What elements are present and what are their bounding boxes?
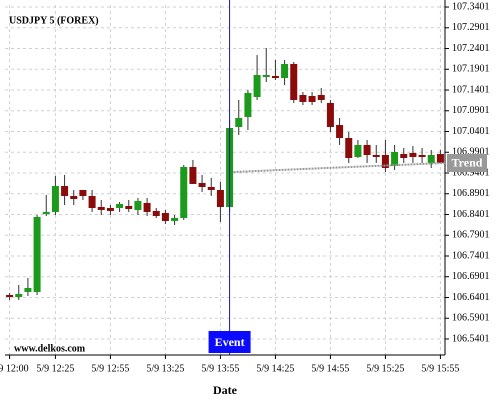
y-tick-label: 107.0401	[452, 126, 490, 137]
candle-body	[15, 293, 23, 297]
candle-body	[244, 92, 252, 117]
candle-body	[152, 210, 160, 216]
candle-body	[253, 75, 261, 97]
x-tick-label: 5/9 15:25	[366, 363, 404, 374]
candle-body	[345, 137, 353, 158]
y-tick-label: 106.7401	[452, 250, 490, 261]
candle-body	[391, 151, 399, 166]
x-tick-label: 5/9 12:00	[0, 363, 29, 374]
x-tick-label: 5/9 12:55	[91, 363, 129, 374]
candle-body	[317, 95, 325, 100]
candle-body	[161, 212, 169, 221]
candle-body	[271, 75, 279, 78]
candle-body	[372, 155, 380, 157]
trend-box	[447, 153, 487, 172]
candle-body	[216, 189, 224, 207]
x-tick-label: 5/9 15:55	[421, 363, 459, 374]
candle-body	[418, 155, 426, 157]
candle-body	[436, 153, 444, 163]
y-tick-label: 106.6401	[452, 292, 490, 303]
chart-title: USDJPY 5 (FOREX)	[9, 15, 99, 26]
x-tick-label: 5/9 13:55	[201, 363, 239, 374]
candle-body	[354, 145, 362, 157]
y-tick-label: 106.6901	[452, 271, 490, 282]
x-tick-label: 5/9 12:25	[36, 363, 74, 374]
candle-body	[336, 125, 344, 138]
event-box	[208, 331, 251, 353]
trend-label: Trend	[452, 156, 483, 170]
y-tick-label: 106.9901	[452, 147, 490, 158]
candle-body	[290, 63, 298, 100]
candle-body	[308, 95, 316, 102]
candle-body	[262, 75, 270, 77]
candle-body	[409, 152, 417, 157]
candle-body	[51, 185, 59, 212]
y-tick-label: 107.2901	[452, 22, 490, 33]
y-tick-label: 106.5901	[452, 313, 490, 324]
watermark: www.delkos.com	[14, 343, 86, 354]
candle-body	[125, 205, 133, 209]
candle-body	[381, 155, 389, 168]
candle-body	[363, 145, 371, 155]
x-tick-label: 5/9 14:55	[311, 363, 349, 374]
candle-body	[171, 217, 179, 221]
candle-body	[33, 216, 41, 292]
y-tick-label: 106.7901	[452, 230, 490, 241]
y-tick-label: 106.9401	[452, 167, 490, 178]
candle-body	[61, 185, 69, 196]
candle-body	[180, 166, 188, 218]
candle-body	[79, 189, 87, 196]
candle-body	[326, 102, 334, 127]
y-tick-label: 106.8901	[452, 188, 490, 199]
y-tick-label: 107.2401	[452, 43, 490, 54]
y-tick-label: 107.3401	[452, 1, 490, 12]
candle-body	[97, 206, 105, 210]
candle-body	[400, 153, 408, 158]
y-tick-label: 107.1401	[452, 84, 490, 95]
x-tick-label: 5/9 13:25	[146, 363, 184, 374]
candle-body	[299, 95, 307, 102]
y-tick-label: 107.1901	[452, 64, 490, 75]
y-tick-label: 106.5401	[452, 333, 490, 344]
candle-body	[235, 117, 243, 127]
candle-body	[70, 195, 78, 199]
candle-body	[427, 155, 435, 163]
candle-body	[134, 200, 142, 210]
candle-body	[207, 186, 215, 190]
event-label: Event	[215, 335, 245, 349]
candle-body	[189, 166, 197, 184]
candle-body	[6, 295, 14, 297]
y-tick-label: 106.8401	[452, 209, 490, 220]
x-axis-label: Date	[213, 383, 238, 397]
candle-body	[42, 211, 50, 214]
candle-body	[24, 287, 32, 292]
x-tick-label: 5/9 14:25	[256, 363, 294, 374]
y-tick-label: 107.0901	[452, 105, 490, 116]
trend-line	[233, 161, 446, 173]
candle-body	[116, 203, 124, 208]
candle-body	[281, 63, 289, 78]
candle-body	[106, 207, 114, 211]
candle-body	[143, 202, 151, 212]
candle-body	[198, 182, 206, 187]
candle-body	[88, 195, 96, 208]
